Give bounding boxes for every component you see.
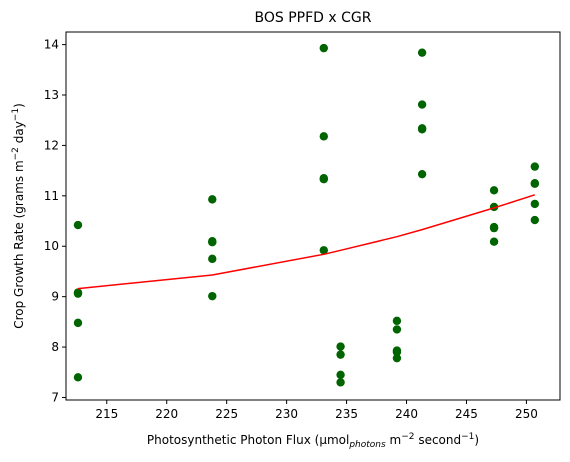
chart-title: BOS PPFD x CGR xyxy=(255,10,372,26)
y-tick-label: 8 xyxy=(51,340,59,354)
y-tick-label: 12 xyxy=(44,138,59,152)
x-tick-label: 225 xyxy=(215,407,238,421)
trend-line xyxy=(77,194,536,290)
plot-frame xyxy=(65,31,561,401)
x-axis-label-mid: m xyxy=(386,433,402,447)
x-tick-label: 230 xyxy=(275,407,298,421)
data-point xyxy=(417,125,427,134)
x-axis-label-sup2: −1 xyxy=(461,432,474,442)
x-axis-label-sup1: −2 xyxy=(401,432,414,442)
data-point xyxy=(392,347,402,357)
data-point xyxy=(208,195,217,204)
x-axis-label-pre: Photosynthetic Photon Flux (µmol xyxy=(147,433,349,447)
x-axis: 215 220 225 230 235 240 245 250 xyxy=(95,400,538,421)
data-point xyxy=(73,289,83,298)
plot-area xyxy=(73,43,540,387)
data-point xyxy=(208,238,217,247)
x-tick-label: 235 xyxy=(335,407,358,421)
data-point xyxy=(530,215,540,225)
data-point xyxy=(392,353,402,363)
y-tick-label: 7 xyxy=(51,390,59,404)
y-tick-label: 13 xyxy=(44,88,59,102)
x-tick-label: 245 xyxy=(455,407,478,421)
x-axis-label: Photosynthetic Photon Flux (µmolphotons … xyxy=(147,432,479,450)
data-point xyxy=(319,132,328,141)
y-tick-label: 11 xyxy=(44,189,59,203)
data-point xyxy=(530,179,540,188)
x-axis-label-mid2: second xyxy=(415,433,462,447)
data-point xyxy=(319,43,328,53)
data-point xyxy=(489,186,499,195)
data-point xyxy=(208,291,217,301)
x-tick-label: 220 xyxy=(155,407,178,421)
data-point xyxy=(73,220,83,230)
data-point xyxy=(530,162,540,171)
data-point xyxy=(489,237,499,246)
data-point xyxy=(336,378,345,387)
data-point xyxy=(336,342,345,351)
data-point xyxy=(319,246,328,255)
y-axis-label-post: ) xyxy=(12,103,26,108)
y-axis-label-sup1: −2 xyxy=(11,147,21,160)
x-tick-label: 250 xyxy=(515,407,538,421)
data-point xyxy=(319,175,328,184)
data-point xyxy=(417,100,427,109)
y-tick-label: 9 xyxy=(51,290,59,304)
data-point xyxy=(73,318,83,328)
data-point xyxy=(417,169,427,179)
data-point xyxy=(417,48,427,57)
y-axis-label-mid: day xyxy=(12,121,26,147)
x-tick-label: 215 xyxy=(95,407,118,421)
data-point xyxy=(392,325,402,334)
x-axis-label-post: ) xyxy=(474,433,479,447)
y-tick-label: 10 xyxy=(44,239,59,253)
y-tick-label: 14 xyxy=(44,38,59,52)
data-point xyxy=(208,254,217,264)
data-point xyxy=(392,316,402,326)
x-axis-label-sub: photons xyxy=(348,440,386,450)
y-axis-label: Crop Growth Rate (grams m−2 day−1) xyxy=(11,103,26,329)
data-point xyxy=(73,373,83,382)
data-point xyxy=(336,370,345,379)
data-point xyxy=(530,199,540,209)
y-axis-label-pre: Crop Growth Rate (grams m xyxy=(12,160,26,328)
y-axis-label-sup2: −1 xyxy=(11,108,21,121)
data-point xyxy=(336,350,345,359)
data-point xyxy=(489,223,499,233)
x-tick-label: 240 xyxy=(395,407,418,421)
y-axis: 7 8 9 10 11 12 13 14 xyxy=(44,38,66,404)
